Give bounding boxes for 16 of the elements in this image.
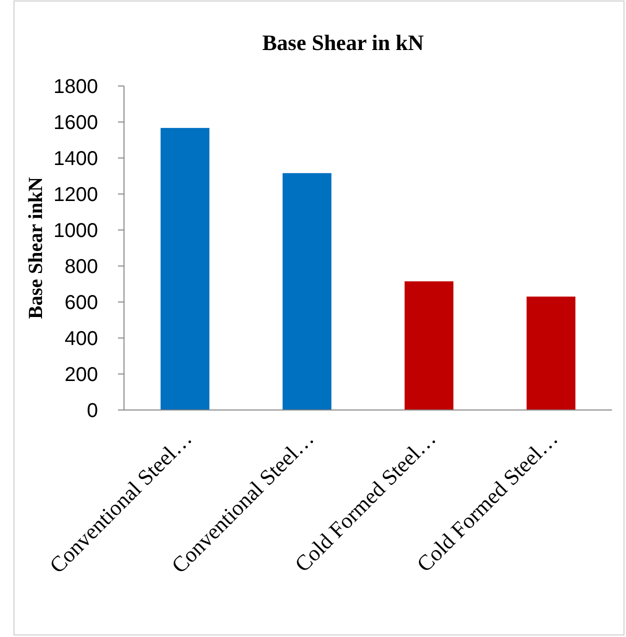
- y-tick-label: 200: [64, 364, 98, 386]
- y-tick-label: 1000: [54, 220, 98, 242]
- y-tick-label: 400: [64, 328, 98, 350]
- y-tick-label: 1600: [54, 112, 98, 134]
- y-axis-title: Base Shear inkN: [25, 176, 47, 319]
- chart-title: Base Shear in kN: [262, 30, 424, 55]
- y-tick-label: 1800: [54, 76, 98, 98]
- y-tick-label: 0: [86, 400, 98, 422]
- y-tick-label: 1400: [54, 148, 98, 170]
- bar: [526, 296, 576, 410]
- y-tick-label: 800: [64, 256, 98, 278]
- bar: [404, 281, 454, 410]
- y-tick-label: 600: [64, 292, 98, 314]
- bar: [160, 128, 210, 410]
- bar: [282, 173, 332, 410]
- y-tick-label: 1200: [54, 184, 98, 206]
